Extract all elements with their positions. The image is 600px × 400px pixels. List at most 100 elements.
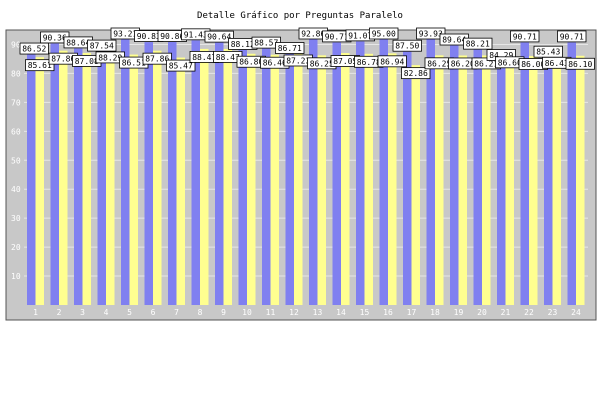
y-axis-ticks: 10 20 30 40 50 60 70 80 90 bbox=[11, 40, 21, 281]
data-label-box bbox=[392, 39, 422, 52]
data-label: 86.00 bbox=[521, 60, 545, 69]
data-label-box bbox=[416, 27, 446, 40]
data-label-box bbox=[87, 39, 117, 52]
bar-series2 bbox=[576, 55, 585, 306]
bar-series2 bbox=[482, 55, 491, 306]
data-label: 90.83 bbox=[137, 32, 161, 41]
data-label-box bbox=[565, 57, 595, 70]
data-label: 86.80 bbox=[239, 58, 263, 67]
data-label: 90.71 bbox=[560, 32, 584, 41]
y-tick-label: 30 bbox=[11, 214, 21, 223]
data-label-box bbox=[369, 27, 399, 40]
bar-series1 bbox=[356, 41, 365, 306]
data-label-box bbox=[557, 30, 587, 43]
data-label: 91.07 bbox=[348, 31, 372, 40]
bar-series1 bbox=[450, 45, 459, 306]
x-tick-label: 9 bbox=[221, 308, 226, 317]
bar-series1 bbox=[262, 48, 271, 305]
bar-series2 bbox=[505, 54, 514, 305]
data-label: 88.12 bbox=[231, 40, 255, 49]
bar-series1 bbox=[238, 49, 247, 306]
data-label: 86.25 bbox=[427, 59, 451, 68]
bar-series2 bbox=[200, 48, 209, 306]
data-label-box bbox=[463, 37, 493, 50]
bar-series2 bbox=[129, 54, 138, 305]
x-tick-label: 22 bbox=[524, 308, 534, 317]
data-label: 95.00 bbox=[372, 30, 396, 39]
x-axis-ticks: 1 2 3 4 5 6 7 8 9 10 11 12 13 14 15 16 17 18 19 20 21 22 23 24 bbox=[33, 308, 581, 317]
y-tick-label: 50 bbox=[11, 156, 21, 165]
data-label: 86.71 bbox=[278, 44, 302, 53]
bar-series1 bbox=[520, 42, 529, 305]
data-label: 85.61 bbox=[28, 61, 52, 70]
data-label: 86.78 bbox=[357, 58, 381, 67]
data-label: 86.21 bbox=[474, 59, 498, 68]
data-label: 88.47 bbox=[192, 53, 216, 62]
bar-series1 bbox=[74, 48, 83, 306]
bar-series1 bbox=[332, 42, 341, 305]
data-label: 86.43 bbox=[545, 59, 569, 68]
data-label: 93.21 bbox=[113, 30, 137, 39]
bar-series2 bbox=[364, 53, 373, 305]
bar-series2 bbox=[82, 52, 91, 305]
y-tick-label: 20 bbox=[11, 243, 21, 252]
data-label: 87.86 bbox=[145, 55, 169, 64]
data-label: 88.64 bbox=[66, 38, 90, 47]
x-tick-label: 19 bbox=[454, 308, 464, 317]
bar-series2 bbox=[341, 53, 350, 306]
data-label: 90.71 bbox=[325, 32, 349, 41]
y-tick-label: 40 bbox=[11, 185, 21, 194]
grid-lines bbox=[24, 43, 588, 277]
bar-series1 bbox=[285, 53, 294, 305]
x-tick-label: 7 bbox=[174, 308, 179, 317]
data-label-box bbox=[510, 30, 540, 43]
bar-series2 bbox=[106, 49, 115, 306]
bar-series2 bbox=[458, 55, 467, 306]
data-label: 87.05 bbox=[333, 57, 357, 66]
x-tick-label: 4 bbox=[104, 308, 109, 317]
y-tick-label: 10 bbox=[11, 272, 21, 281]
bar-series1 bbox=[97, 51, 106, 305]
bar-series2 bbox=[294, 52, 303, 306]
x-tick-label: 18 bbox=[430, 308, 440, 317]
x-tick-label: 5 bbox=[127, 308, 132, 317]
data-labels: 86.52 85.61 90.36 87.86 88.64 87.08 87.54 88.29… bbox=[19, 27, 595, 80]
x-tick-label: 21 bbox=[501, 308, 511, 317]
x-tick-label: 13 bbox=[313, 308, 323, 317]
data-label: 86.20 bbox=[451, 59, 475, 68]
bar-series1 bbox=[309, 36, 318, 306]
bar-series1 bbox=[403, 51, 412, 305]
data-label: 82.86 bbox=[404, 69, 428, 78]
chart-title: Detalle Gráfico por Preguntas Paralelo bbox=[197, 11, 403, 21]
bar-series2 bbox=[411, 65, 420, 305]
bar-series2 bbox=[153, 50, 162, 305]
data-label: 88.57 bbox=[254, 39, 278, 48]
x-tick-label: 2 bbox=[57, 308, 62, 317]
x-tick-label: 10 bbox=[242, 308, 252, 317]
data-label-box bbox=[142, 52, 172, 65]
x-tick-label: 15 bbox=[360, 308, 370, 317]
data-label: 87.23 bbox=[286, 56, 310, 65]
bar-series1 bbox=[567, 42, 576, 305]
data-label: 86.94 bbox=[380, 57, 404, 66]
bar-series1 bbox=[27, 54, 36, 306]
x-tick-label: 6 bbox=[151, 308, 156, 317]
x-tick-label: 16 bbox=[383, 308, 393, 317]
bar-series2 bbox=[388, 53, 397, 306]
bar-series2 bbox=[59, 50, 68, 305]
data-label-box bbox=[19, 42, 49, 55]
x-tick-label: 3 bbox=[80, 308, 85, 317]
x-tick-label: 24 bbox=[571, 308, 581, 317]
x-tick-label: 20 bbox=[477, 308, 487, 317]
data-label: 91.43 bbox=[184, 30, 208, 39]
bar-series2 bbox=[317, 55, 326, 305]
data-label: 86.46 bbox=[263, 59, 287, 68]
data-label: 87.54 bbox=[90, 42, 114, 51]
data-label-box bbox=[275, 42, 305, 54]
bar-series1 bbox=[473, 49, 482, 306]
bar-series2 bbox=[247, 53, 256, 305]
data-label: 88.47 bbox=[216, 53, 240, 62]
bar-series2 bbox=[176, 57, 185, 306]
data-label: 88.21 bbox=[466, 40, 490, 49]
